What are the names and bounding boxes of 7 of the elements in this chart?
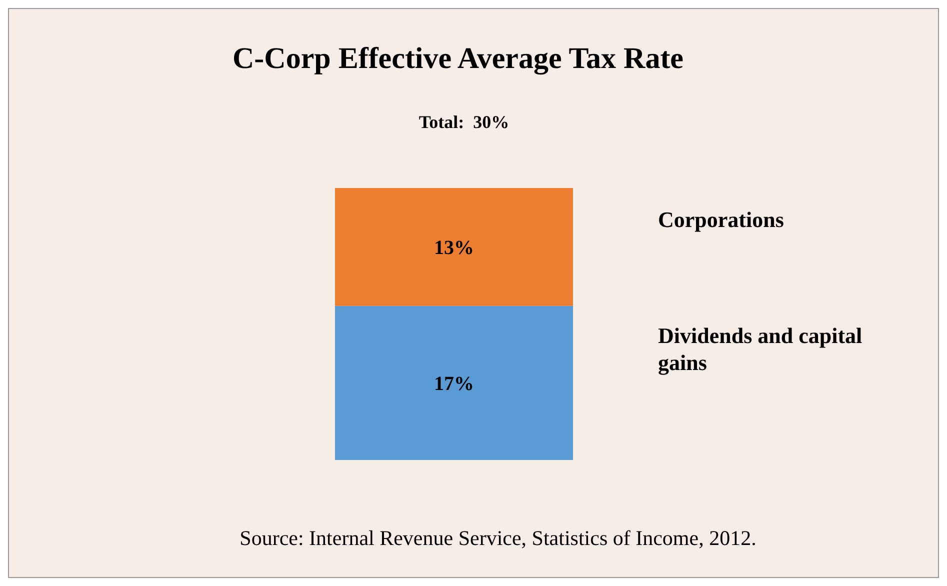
text: Corporations [658, 206, 784, 232]
chart-title: C-Corp Effective Average Tax Rate [232, 42, 684, 75]
total-label: Total: 30% [418, 112, 510, 132]
source-note: Source: Internal Revenue Service, Statistics of Income, 2012. [240, 526, 756, 550]
text: Dividends and capital gains [658, 322, 862, 375]
data-label: 17% [434, 372, 474, 395]
data-label: 13% [434, 236, 474, 259]
